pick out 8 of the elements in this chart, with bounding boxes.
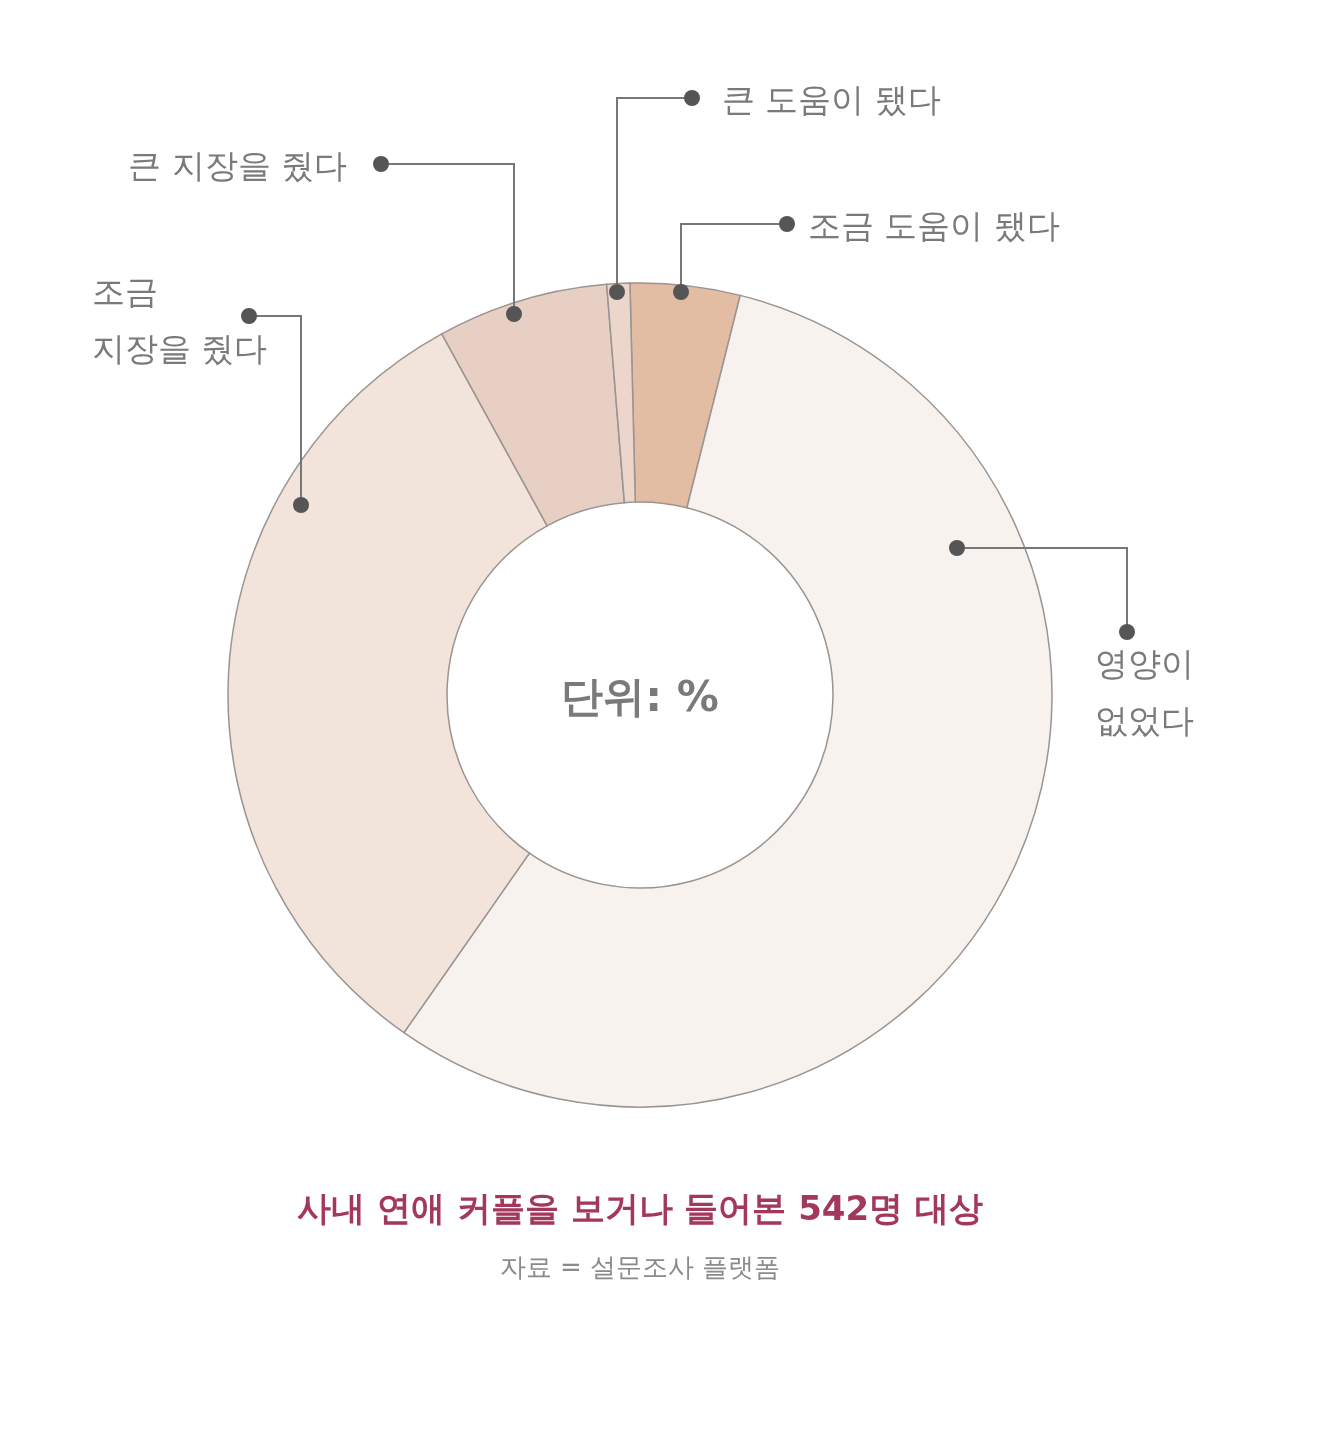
text: 사내 연애 커플을 보거나 들어본 542명 대상 <box>297 1188 983 1228</box>
text: 자료 = 설문조사 플랫폼 <box>499 1252 781 1282</box>
slice-label: 큰 지장을 줬다 <box>128 146 347 185</box>
slice-label: 조금 지장을 줬다 <box>92 272 268 368</box>
text: 단위: % <box>561 672 719 721</box>
slice-label: 영양이 없었다 <box>1095 644 1194 740</box>
slice-label: 큰 도움이 됐다 <box>722 80 941 119</box>
slice-label: 조금 도움이 됐다 <box>808 206 1060 245</box>
